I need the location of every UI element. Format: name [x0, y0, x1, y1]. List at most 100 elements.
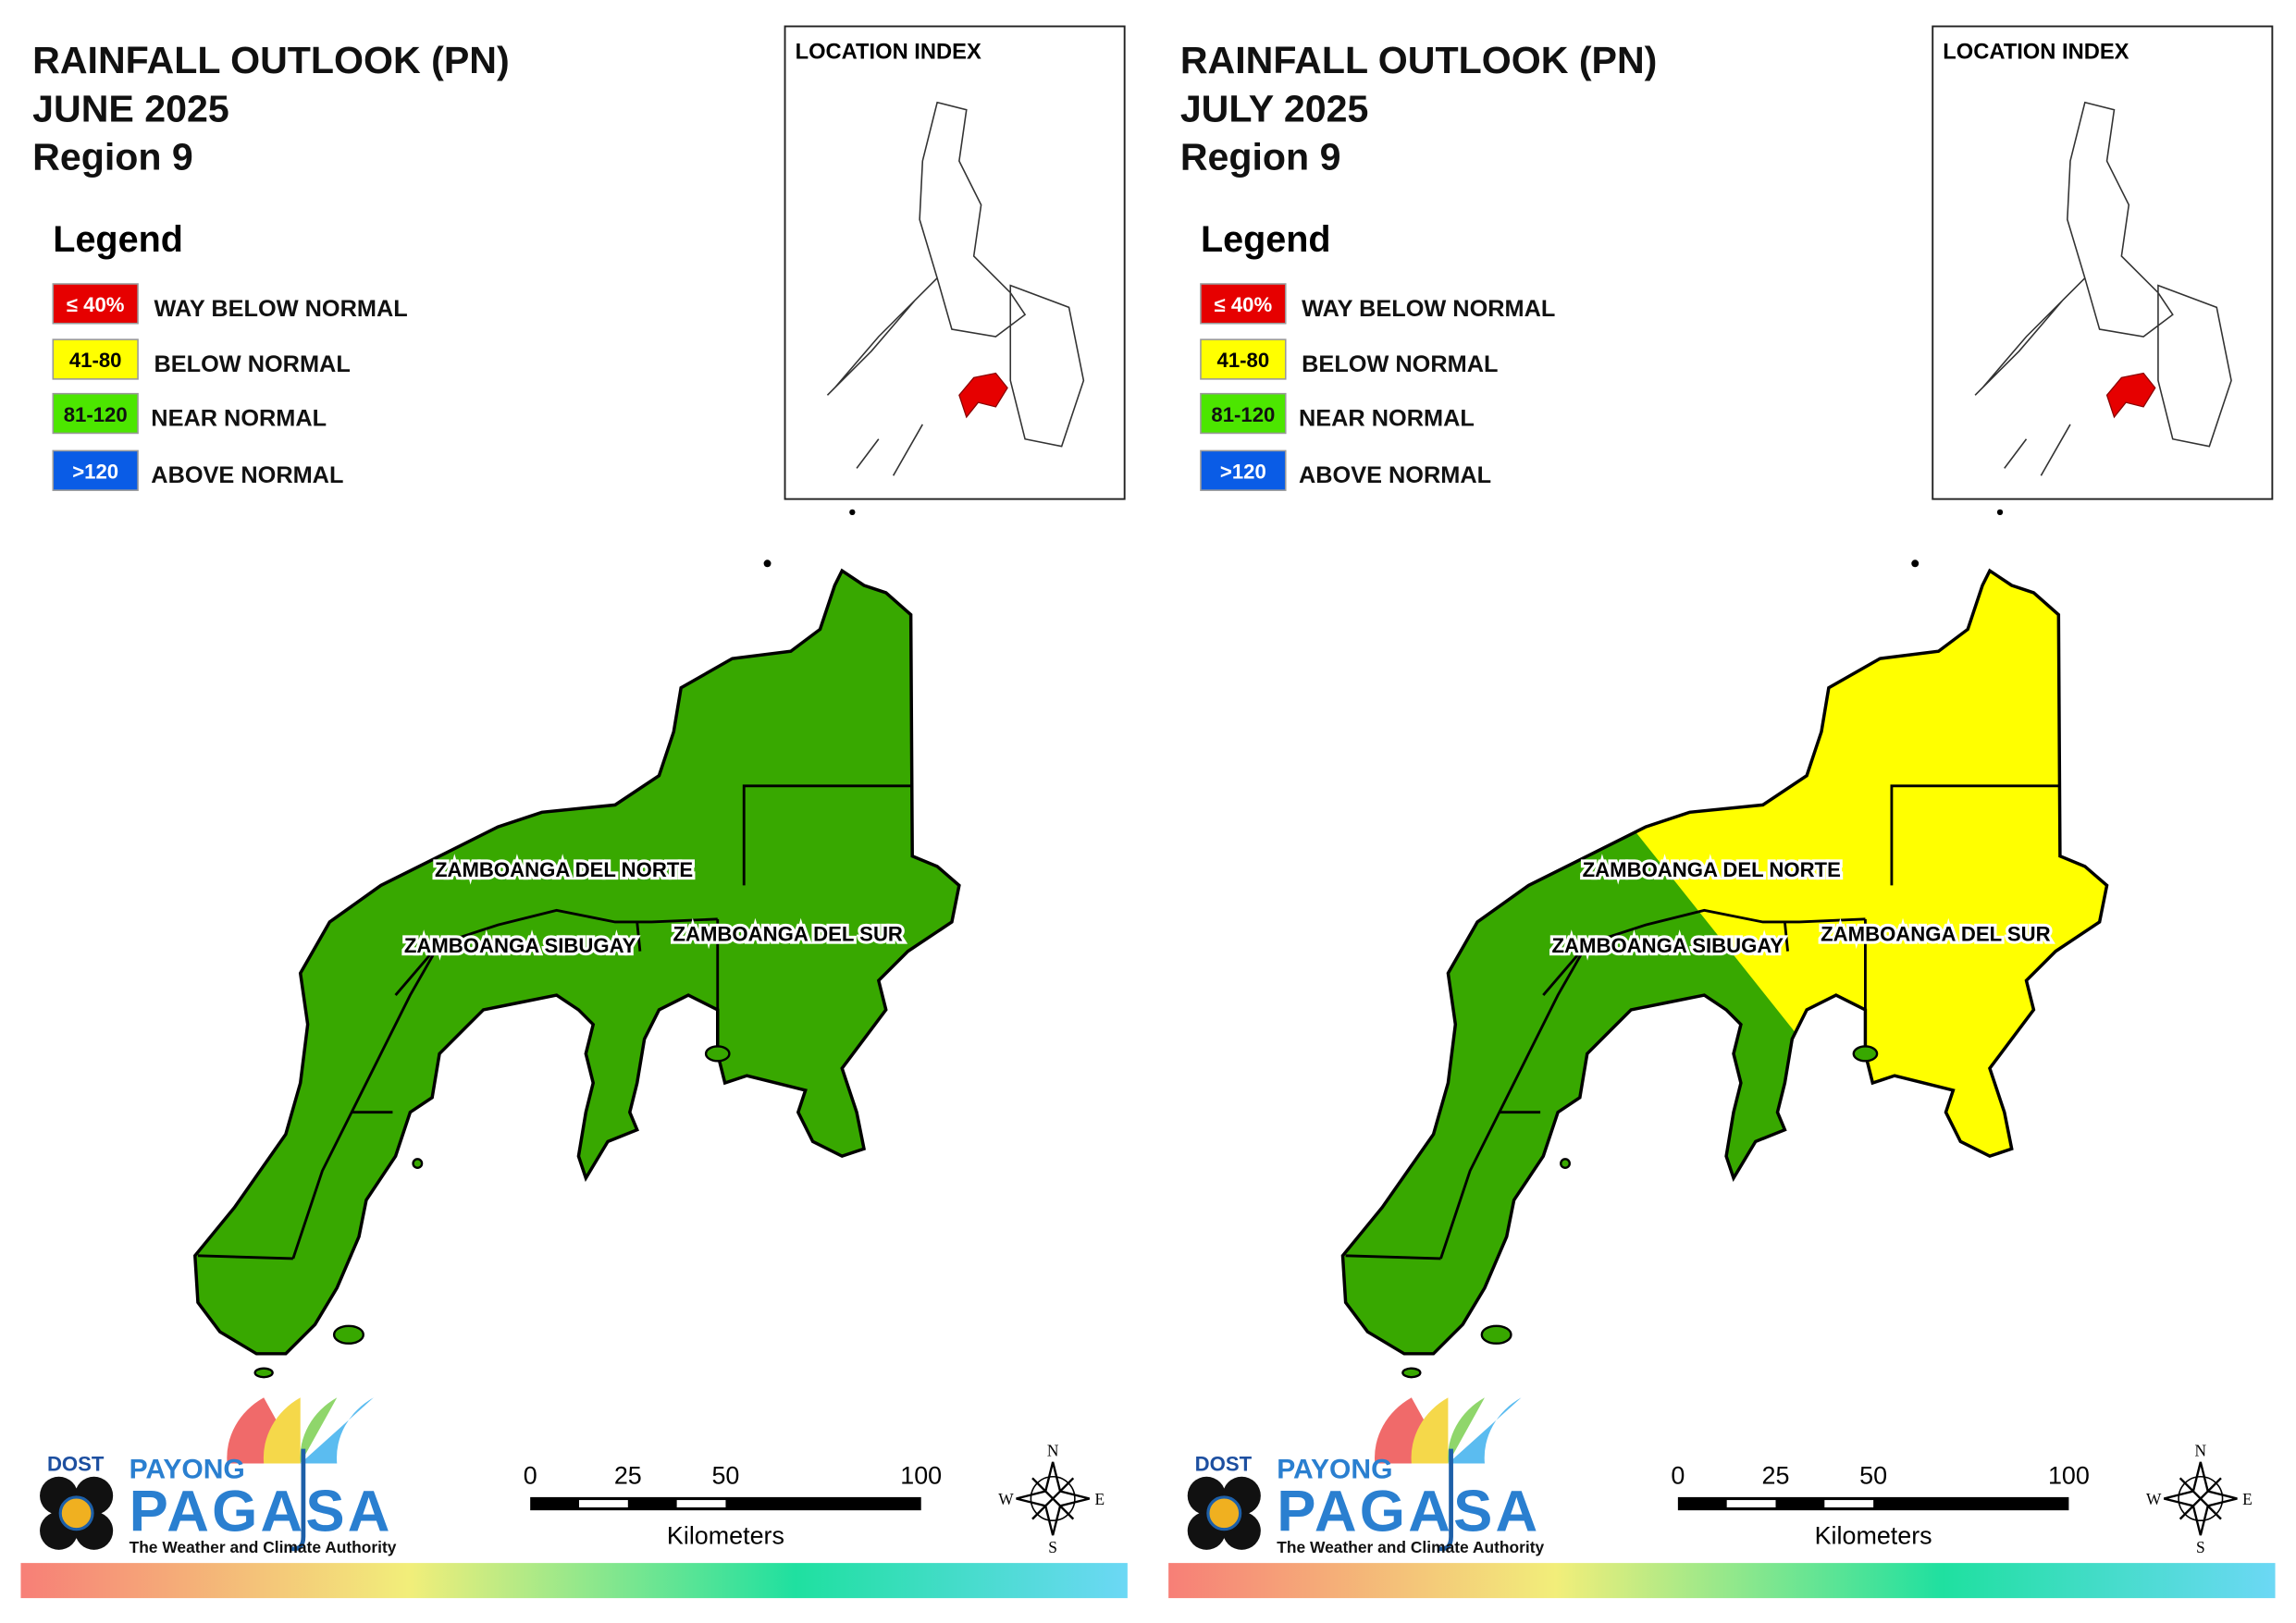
scale-label: 25: [1762, 1462, 1790, 1490]
compass-letter: E: [2242, 1490, 2253, 1508]
inset-highlight: [2105, 372, 2156, 419]
scale-unit: Kilometers: [667, 1522, 784, 1550]
inset-title: LOCATION INDEX: [1943, 40, 2129, 64]
scale-label: 50: [1859, 1462, 1887, 1490]
logo-seal: [1206, 1495, 1242, 1531]
islet: [1401, 1367, 1422, 1379]
province-label: ZAMBOANGA DEL NORTE: [435, 858, 693, 881]
logo-brand: PAGASA: [130, 1479, 393, 1543]
islet: [1996, 509, 2004, 516]
legend-label: BELOW NORMAL: [154, 351, 350, 377]
legend-label: BELOW NORMAL: [1302, 351, 1498, 377]
umbrella-segment: [1448, 1397, 1485, 1464]
legend-label: NEAR NORMAL: [151, 406, 327, 432]
legend-swatch: [52, 449, 139, 491]
scale-label: 25: [614, 1462, 642, 1490]
islet: [849, 509, 856, 516]
inset-highlight: [958, 372, 1008, 419]
compass-letter: E: [1094, 1490, 1105, 1508]
islet: [332, 1324, 364, 1345]
legend-swatch: [52, 392, 139, 435]
province-label: ZAMBOANGA SIBUGAY: [1552, 934, 1784, 957]
inset-title: LOCATION INDEX: [796, 40, 981, 64]
logo-agency: DOST: [47, 1452, 105, 1475]
umbrella-segment: [300, 1397, 338, 1464]
province-label: ZAMBOANGA DEL NORTE: [1583, 858, 1841, 881]
title-line: RAINFALL OUTLOOK (PN): [32, 39, 510, 81]
legend-label: NEAR NORMAL: [1299, 406, 1475, 432]
islet: [1911, 559, 1920, 568]
scale-segment: [676, 1500, 726, 1507]
province-label: ZAMBOANGA SIBUGAY: [404, 934, 636, 957]
inset-islands: [826, 101, 1085, 476]
legend-swatch: [1200, 449, 1287, 491]
legend-title: Legend: [1201, 219, 1331, 260]
legend-swatch: [52, 338, 139, 380]
logo-brand-top: PAYONG: [1277, 1454, 1392, 1484]
compass-letter: N: [2195, 1442, 2207, 1460]
legend-range: ≤ 40%: [1215, 293, 1273, 316]
umbrella-handle: [1437, 1448, 1453, 1552]
compass-letter: N: [1047, 1442, 1059, 1460]
color-band: [1168, 1563, 2276, 1599]
scale-unit: Kilometers: [1815, 1522, 1932, 1550]
title-line: JUNE 2025: [32, 87, 229, 129]
compass-rose: [1016, 1461, 1090, 1536]
province-boundary: [197, 784, 913, 1260]
scale-label: 100: [2048, 1462, 2090, 1490]
legend-range: >120: [1220, 460, 1266, 483]
legend-swatch: [1200, 283, 1287, 325]
outlook-panel: RAINFALL OUTLOOK (PN) JUNE 2025 Region 9 Le…: [20, 25, 1128, 1599]
color-band: [20, 1563, 1128, 1599]
scale-label: 0: [1671, 1462, 1685, 1490]
islet: [253, 1367, 274, 1379]
islet: [704, 1045, 731, 1063]
umbrella-handle: [290, 1448, 306, 1552]
compass-letter: S: [1048, 1538, 1057, 1556]
legend-range: 41-80: [69, 349, 122, 372]
logo-tagline: The Weather and Climate Authority: [130, 1538, 397, 1556]
province-label: ZAMBOANGA DEL SUR: [1821, 923, 2050, 946]
scale-label: 50: [711, 1462, 739, 1490]
legend-label: ABOVE NORMAL: [151, 462, 343, 488]
scale-segment: [578, 1500, 628, 1507]
title-line: JULY 2025: [1180, 87, 1369, 129]
islet: [1852, 1045, 1879, 1063]
islet: [412, 1158, 424, 1170]
islet: [763, 559, 772, 568]
title-line: Region 9: [1180, 136, 1341, 178]
legend-swatch: [1200, 392, 1287, 435]
legend-label: WAY BELOW NORMAL: [154, 296, 407, 322]
compass-rose: [2163, 1461, 2238, 1536]
scale-label: 100: [900, 1462, 942, 1490]
province-boundary: [1345, 784, 2060, 1260]
islet: [1560, 1158, 1571, 1170]
legend-swatch: [52, 283, 139, 325]
legend-range: 81-120: [64, 403, 128, 426]
legend-range: >120: [72, 460, 118, 483]
title-line: Region 9: [32, 136, 193, 178]
legend-label: WAY BELOW NORMAL: [1302, 296, 1555, 322]
legend-range: ≤ 40%: [67, 293, 125, 316]
title-line: RAINFALL OUTLOOK (PN): [1180, 39, 1658, 81]
logo-agency: DOST: [1195, 1452, 1253, 1475]
legend-title: Legend: [53, 219, 183, 260]
inset-frame: [1932, 25, 2274, 500]
legend-range: 81-120: [1211, 403, 1275, 426]
umbrella-segment: [1411, 1397, 1449, 1464]
legend-label: ABOVE NORMAL: [1299, 462, 1491, 488]
outlook-panel: RAINFALL OUTLOOK (PN) JULY 2025 Region 9 Le…: [1168, 25, 2276, 1599]
compass-letter: W: [998, 1490, 1014, 1508]
compass-ring: [1030, 1475, 1076, 1522]
compass-letter: S: [2196, 1538, 2205, 1556]
logo-tagline: The Weather and Climate Authority: [1277, 1538, 1544, 1556]
umbrella-segment: [263, 1397, 301, 1464]
logo-brand-top: PAYONG: [130, 1454, 245, 1484]
scale-segment: [1824, 1500, 1874, 1507]
compass-ring: [2178, 1475, 2224, 1522]
inset-frame: [784, 25, 1126, 500]
legend-range: 41-80: [1217, 349, 1270, 372]
scale-label: 0: [524, 1462, 537, 1490]
